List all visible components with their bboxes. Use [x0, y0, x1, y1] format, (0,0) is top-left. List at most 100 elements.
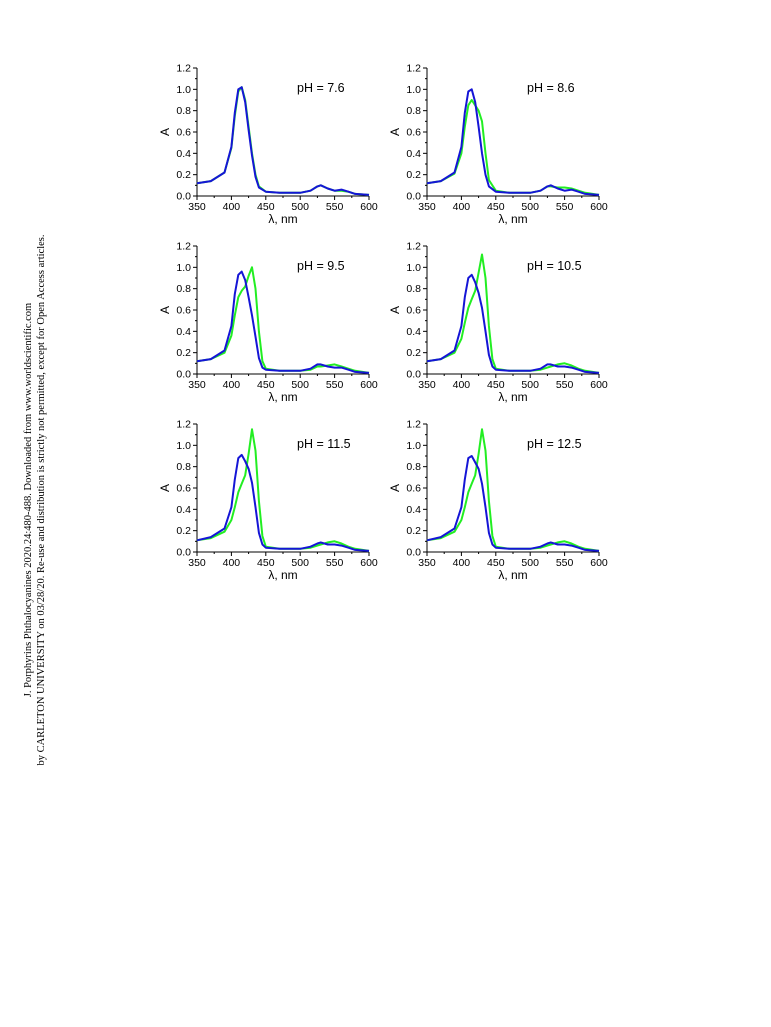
panel-1-y-tick-label-2: 0.4 [176, 148, 191, 160]
panel-1-series-green-line [196, 86, 370, 196]
panel-3-series-blue-line [196, 270, 370, 374]
panel-1-y-tick-label-3: 0.6 [176, 127, 191, 139]
panel-4-x-tick-label-5: 600 [590, 379, 608, 391]
panel-6-y-tick-label-3: 0.6 [406, 483, 421, 495]
panel-2-annotation: pH = 8.6 [527, 81, 575, 95]
panel-6-annotation: pH = 12.5 [527, 437, 582, 451]
panel-5-x-tick-label-5: 600 [360, 557, 378, 569]
panel-3-y-tick-label-2: 0.4 [176, 326, 191, 338]
panel-3: 350 400 450 500 550 600 0.0 0.2 0.4 0.6 0.8 1.0 1.2 λ… [158, 241, 378, 405]
panel-3-y-axis-label: A [158, 306, 172, 314]
panel-4: 350 400 450 500 550 600 0.0 0.2 0.4 0.6 0.8 1.0 1.2 λ… [388, 241, 608, 405]
panel-2-y-tick-label-4: 0.8 [406, 105, 421, 117]
panel-5-x-tick-label-2: 450 [257, 557, 275, 569]
panel-2-x-tick-label-4: 550 [556, 201, 574, 213]
panel-4-y-tick-label-0: 0.0 [406, 369, 421, 381]
panel-2-y-axis-label: A [388, 128, 402, 136]
panel-5-x-tick-label-4: 550 [326, 557, 344, 569]
panel-2: 350 400 450 500 550 600 0.0 0.2 0.4 0.6 0.8 1.0 1.2 λ… [388, 63, 608, 227]
panel-3-x-tick-label-3: 500 [291, 379, 309, 391]
panel-5-x-tick-label-3: 500 [291, 557, 309, 569]
panel-6-x-tick-label-3: 500 [521, 557, 539, 569]
panel-1-annotation: pH = 7.6 [297, 81, 345, 95]
panel-5-x-axis-label: λ, nm [268, 568, 297, 582]
panel-1-y-tick-label-4: 0.8 [176, 105, 191, 117]
panel-3-x-tick-label-5: 600 [360, 379, 378, 391]
panel-1-x-tick-label-2: 450 [257, 201, 275, 213]
panel-4-y-tick-label-1: 0.2 [406, 347, 421, 359]
panel-4-x-tick-label-4: 550 [556, 379, 574, 391]
panel-2-y-tick-label-5: 1.0 [406, 84, 421, 96]
panel-5-annotation: pH = 11.5 [297, 437, 351, 451]
panel-5-y-tick-label-2: 0.4 [176, 504, 191, 516]
panel-3-x-tick-label-0: 350 [188, 379, 206, 391]
panel-4-series-green-line [426, 253, 600, 374]
panel-3-series-green-line [196, 266, 370, 374]
panel-3-x-tick-label-1: 400 [223, 379, 241, 391]
panel-4-y-tick-label-4: 0.8 [406, 283, 421, 295]
panel-5-y-tick-label-6: 1.2 [176, 419, 191, 431]
panel-2-y-tick-label-0: 0.0 [406, 191, 421, 203]
panel-6-series-blue-line [426, 455, 600, 552]
panel-1-x-axis-label: λ, nm [268, 212, 297, 226]
panel-2-series-green-line [426, 99, 600, 196]
panel-2-x-tick-label-2: 450 [487, 201, 505, 213]
panel-6-y-tick-label-2: 0.4 [406, 504, 421, 516]
panel-2-x-tick-label-1: 400 [453, 201, 471, 213]
panel-5-x-tick-label-1: 400 [223, 557, 241, 569]
panel-4-x-tick-label-3: 500 [521, 379, 539, 391]
panel-3-y-tick-label-4: 0.8 [176, 283, 191, 295]
panel-2-x-tick-label-0: 350 [418, 201, 436, 213]
panel-6-x-tick-label-2: 450 [487, 557, 505, 569]
panel-1-x-tick-label-5: 600 [360, 201, 378, 213]
panel-6-y-tick-label-5: 1.0 [406, 440, 421, 452]
panel-1-y-axis-label: A [158, 128, 172, 136]
panel-1-y-tick-label-5: 1.0 [176, 84, 191, 96]
panel-5-y-tick-label-1: 0.2 [176, 525, 191, 537]
panel-6-y-axis-label: A [388, 484, 402, 492]
panel-1-x-tick-label-0: 350 [188, 201, 206, 213]
panel-1-x-tick-label-4: 550 [326, 201, 344, 213]
panel-3-annotation: pH = 9.5 [297, 259, 345, 273]
panel-6-x-tick-label-0: 350 [418, 557, 436, 569]
panel-5-y-tick-label-5: 1.0 [176, 440, 191, 452]
panel-5-y-tick-label-3: 0.6 [176, 483, 191, 495]
panel-5-series-blue-line [196, 453, 370, 552]
panel-6-x-axis-label: λ, nm [498, 568, 527, 582]
panel-3-x-axis-label: λ, nm [268, 390, 297, 404]
panel-6-series-green-line [426, 428, 600, 552]
panel-1-y-tick-label-6: 1.2 [176, 63, 191, 75]
panel-5-x-tick-label-0: 350 [188, 557, 206, 569]
panel-6-x-tick-label-5: 600 [590, 557, 608, 569]
panel-3-y-tick-label-5: 1.0 [176, 262, 191, 274]
panel-5-y-tick-label-4: 0.8 [176, 461, 191, 473]
panel-4-y-tick-label-2: 0.4 [406, 326, 421, 338]
panel-3-y-tick-label-0: 0.0 [176, 369, 191, 381]
panel-1-y-tick-label-0: 0.0 [176, 191, 191, 203]
panel-1-series-blue-line [196, 86, 370, 196]
panel-2-x-axis-label: λ, nm [498, 212, 527, 226]
panel-4-y-tick-label-3: 0.6 [406, 305, 421, 317]
panel-2-y-tick-label-1: 0.2 [406, 169, 421, 181]
panel-4-y-tick-label-6: 1.2 [406, 241, 421, 253]
panel-4-x-tick-label-0: 350 [418, 379, 436, 391]
panel-2-y-tick-label-6: 1.2 [406, 63, 421, 75]
panel-6-y-tick-label-6: 1.2 [406, 419, 421, 431]
panel-3-x-tick-label-4: 550 [326, 379, 344, 391]
panel-1: 350 400 450 500 550 600 0.0 0.2 0.4 0.6 0.8 1.0 1.2 λ… [158, 63, 378, 227]
panel-2-x-tick-label-5: 600 [590, 201, 608, 213]
panel-4-x-axis-label: λ, nm [498, 390, 527, 404]
panel-5-y-tick-label-0: 0.0 [176, 547, 191, 559]
panel-2-series-blue-line [426, 88, 600, 196]
panel-5-series-green-line [196, 428, 370, 552]
panel-4-x-tick-label-2: 450 [487, 379, 505, 391]
panel-6: 350 400 450 500 550 600 0.0 0.2 0.4 0.6 0.8 1.0 1.2 λ… [388, 419, 608, 583]
panel-4-y-tick-label-5: 1.0 [406, 262, 421, 274]
panel-2-y-tick-label-3: 0.6 [406, 127, 421, 139]
panel-5-y-axis-label: A [158, 484, 172, 492]
panel-2-x-tick-label-3: 500 [521, 201, 539, 213]
panel-4-y-axis-label: A [388, 306, 402, 314]
panel-1-x-tick-label-3: 500 [291, 201, 309, 213]
panel-6-x-tick-label-1: 400 [453, 557, 471, 569]
